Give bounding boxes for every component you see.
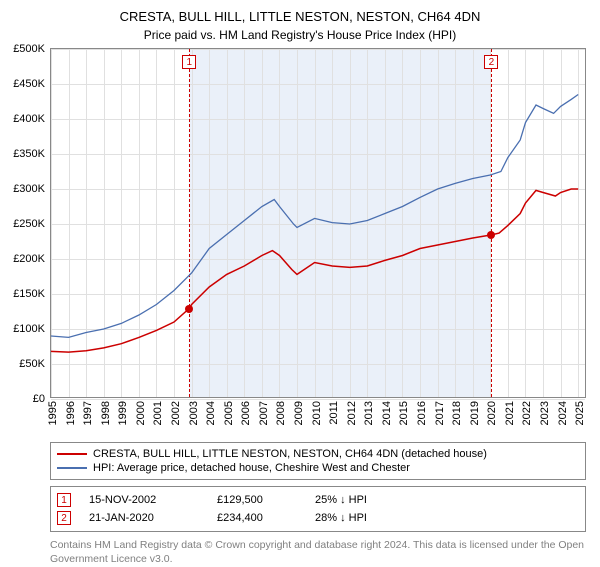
- ytick-label: £450K: [13, 78, 45, 90]
- xtick-label: 2017: [434, 401, 446, 425]
- xtick-label: 2008: [275, 401, 287, 425]
- legend-row: HPI: Average price, detached house, Ches…: [57, 461, 579, 475]
- ytick-label: £400K: [13, 113, 45, 125]
- event-marker: [185, 305, 193, 313]
- xtick-label: 2005: [223, 401, 235, 425]
- xtick-label: 2006: [240, 401, 252, 425]
- xtick-label: 2011: [328, 401, 340, 425]
- xtick-label: 2012: [346, 401, 358, 425]
- xtick-label: 2009: [293, 401, 305, 425]
- xtick-label: 2015: [398, 401, 410, 425]
- event-date: 21-JAN-2020: [89, 512, 199, 524]
- chart-lines: [51, 49, 585, 397]
- ytick-label: £150K: [13, 288, 45, 300]
- xtick-label: 2024: [557, 401, 569, 425]
- event-price: £129,500: [217, 494, 297, 506]
- ytick-label: £250K: [13, 218, 45, 230]
- xtick-label: 2016: [416, 401, 428, 425]
- legend-label: HPI: Average price, detached house, Ches…: [93, 462, 410, 474]
- legend-swatch: [57, 467, 87, 469]
- ytick-label: £200K: [13, 253, 45, 265]
- xtick-label: 2020: [486, 401, 498, 425]
- event-row: 1 15-NOV-2002 £129,500 25% ↓ HPI: [57, 491, 579, 509]
- xtick-label: 2007: [258, 401, 270, 425]
- series-hpi: [51, 95, 578, 338]
- event-number: 1: [57, 493, 71, 507]
- series-property: [51, 189, 578, 352]
- ytick-label: £350K: [13, 148, 45, 160]
- legend-label: CRESTA, BULL HILL, LITTLE NESTON, NESTON…: [93, 448, 487, 460]
- legend: CRESTA, BULL HILL, LITTLE NESTON, NESTON…: [50, 442, 586, 480]
- xtick-label: 1995: [47, 401, 59, 425]
- xtick-label: 2023: [539, 401, 551, 425]
- event-pct: 28% ↓ HPI: [315, 512, 395, 524]
- event-row: 2 21-JAN-2020 £234,400 28% ↓ HPI: [57, 509, 579, 527]
- xtick-label: 2019: [469, 401, 481, 425]
- xtick-label: 2002: [170, 401, 182, 425]
- xtick-label: 2010: [311, 401, 323, 425]
- xtick-label: 2025: [574, 401, 586, 425]
- event-marker: [487, 231, 495, 239]
- xtick-label: 2000: [135, 401, 147, 425]
- xtick-label: 2004: [205, 401, 217, 425]
- xtick-label: 1998: [100, 401, 112, 425]
- legend-swatch: [57, 453, 87, 455]
- ytick-label: £500K: [13, 43, 45, 55]
- xtick-label: 2001: [152, 401, 164, 425]
- event-pct: 25% ↓ HPI: [315, 494, 395, 506]
- event-price: £234,400: [217, 512, 297, 524]
- xtick-label: 2018: [451, 401, 463, 425]
- legend-row: CRESTA, BULL HILL, LITTLE NESTON, NESTON…: [57, 447, 579, 461]
- xtick-label: 1997: [82, 401, 94, 425]
- ytick-label: £50K: [19, 358, 45, 370]
- xtick-label: 1996: [65, 401, 77, 425]
- ytick-label: £0: [33, 393, 45, 405]
- chart-subtitle: Price paid vs. HM Land Registry's House …: [0, 26, 600, 48]
- xtick-label: 2021: [504, 401, 516, 425]
- events-table: 1 15-NOV-2002 £129,500 25% ↓ HPI 2 21-JAN-202…: [50, 486, 586, 532]
- credits-text: Contains HM Land Registry data © Crown c…: [50, 538, 586, 566]
- xtick-label: 2013: [363, 401, 375, 425]
- xtick-label: 2022: [521, 401, 533, 425]
- xtick-label: 2003: [188, 401, 200, 425]
- chart-title: CRESTA, BULL HILL, LITTLE NESTON, NESTON…: [0, 0, 600, 26]
- ytick-label: £300K: [13, 183, 45, 195]
- xtick-label: 2014: [381, 401, 393, 425]
- event-number: 2: [57, 511, 71, 525]
- event-date: 15-NOV-2002: [89, 494, 199, 506]
- chart-plot-area: £0£50K£100K£150K£200K£250K£300K£350K£400…: [50, 48, 586, 398]
- ytick-label: £100K: [13, 323, 45, 335]
- xtick-label: 1999: [117, 401, 129, 425]
